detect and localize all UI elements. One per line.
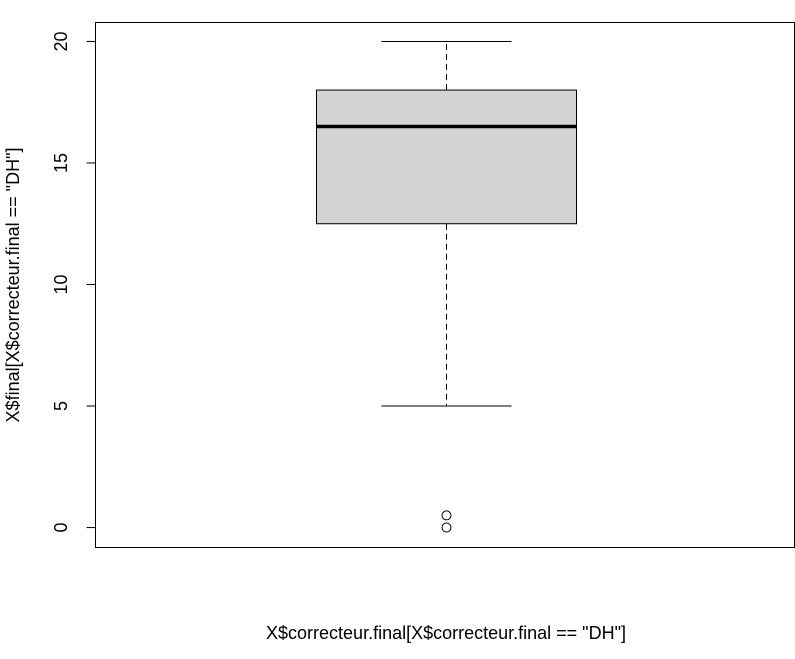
y-tick-label: 0 [51, 523, 71, 533]
x-axis-label: X$correcteur.final[X$correcteur.final ==… [266, 623, 626, 643]
iqr-box [316, 89, 577, 225]
y-tick-label: 5 [51, 401, 71, 411]
y-axis: 0 5 10 15 20 [51, 31, 96, 533]
y-axis-label: X$final[X$correcteur.final == "DH"] [3, 148, 23, 423]
outlier-point [441, 522, 452, 533]
outlier-point [441, 510, 452, 521]
box-plot [316, 40, 577, 533]
y-tick-label: 20 [51, 31, 71, 51]
y-tick-label: 15 [51, 153, 71, 173]
y-tick-label: 10 [51, 274, 71, 294]
